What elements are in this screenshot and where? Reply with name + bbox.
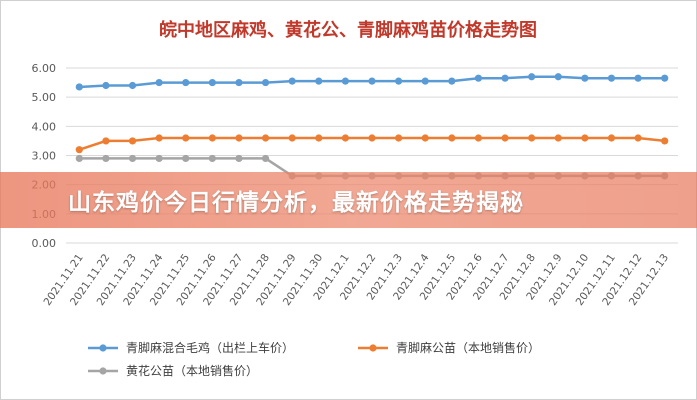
data-point: [235, 78, 243, 87]
data-point: [341, 77, 349, 85]
data-point: [421, 134, 429, 142]
data-point: [368, 134, 376, 142]
data-point: [208, 78, 216, 87]
data-point: [634, 134, 642, 142]
data-point: [128, 81, 137, 90]
data-point: [421, 77, 429, 85]
data-point: [607, 74, 616, 82]
data-point: [102, 137, 110, 145]
data-point: [395, 77, 403, 85]
chart-title: 皖中地区麻鸡、黄花公、青脚麻鸡苗价格走势图: [159, 19, 537, 41]
data-point: [182, 154, 190, 163]
y-tick-label: 0.00: [32, 237, 57, 250]
data-point: [128, 154, 137, 163]
y-tick-label: 3.00: [32, 150, 57, 163]
data-point: [661, 137, 669, 145]
data-point: [528, 73, 536, 81]
legend-label: 青脚麻混合毛鸡（出栏上车价）: [126, 340, 294, 355]
data-point: [554, 134, 562, 142]
legend-swatch-marker: [369, 344, 377, 352]
data-point: [182, 134, 190, 142]
data-point: [528, 134, 536, 142]
data-point: [128, 137, 137, 145]
y-tick-label: 4.00: [32, 120, 57, 133]
data-point: [501, 134, 509, 142]
data-point: [155, 154, 163, 163]
legend-label: 青脚麻公苗（本地销售价）: [396, 340, 540, 355]
data-point: [395, 134, 403, 142]
data-point: [288, 134, 296, 142]
data-point: [474, 134, 483, 142]
data-point: [341, 134, 349, 142]
data-point: [235, 134, 243, 142]
data-point: [102, 81, 110, 90]
legend-swatch-marker: [99, 367, 107, 375]
legend-swatch-marker: [99, 344, 107, 352]
data-point: [208, 134, 216, 142]
data-point: [368, 77, 376, 85]
data-point: [155, 78, 163, 87]
data-point: [102, 154, 110, 163]
data-point: [261, 154, 270, 163]
data-point: [448, 77, 456, 85]
data-point: [554, 73, 562, 81]
data-point: [474, 74, 483, 82]
data-point: [501, 74, 509, 82]
data-point: [155, 134, 163, 142]
legend: 青脚麻混合毛鸡（出栏上车价） 青脚麻公苗（本地销售价） 黄花公苗（本地销售价）: [88, 340, 540, 378]
data-point: [315, 77, 323, 85]
data-point: [634, 74, 642, 82]
overlay-headline-banner: 山东鸡价今日行情分析，最新价格走势揭秘: [0, 172, 697, 228]
data-point: [208, 154, 216, 163]
data-point: [581, 74, 589, 82]
data-point: [661, 74, 669, 82]
y-tick-label: 6.00: [32, 62, 57, 75]
data-point: [182, 78, 190, 87]
data-point: [315, 134, 323, 142]
data-point: [448, 134, 456, 142]
data-point: [75, 146, 83, 154]
legend-label: 黄花公苗（本地销售价）: [126, 363, 258, 378]
data-point: [235, 154, 243, 163]
overlay-headline-text: 山东鸡价今日行情分析，最新价格走势揭秘: [68, 190, 524, 216]
data-point: [75, 83, 83, 91]
data-point: [288, 77, 296, 85]
data-point: [261, 78, 270, 87]
y-tick-label: 5.00: [32, 91, 57, 104]
data-point: [581, 134, 589, 142]
data-point: [607, 134, 616, 142]
data-point: [75, 154, 83, 163]
data-point: [261, 134, 270, 142]
